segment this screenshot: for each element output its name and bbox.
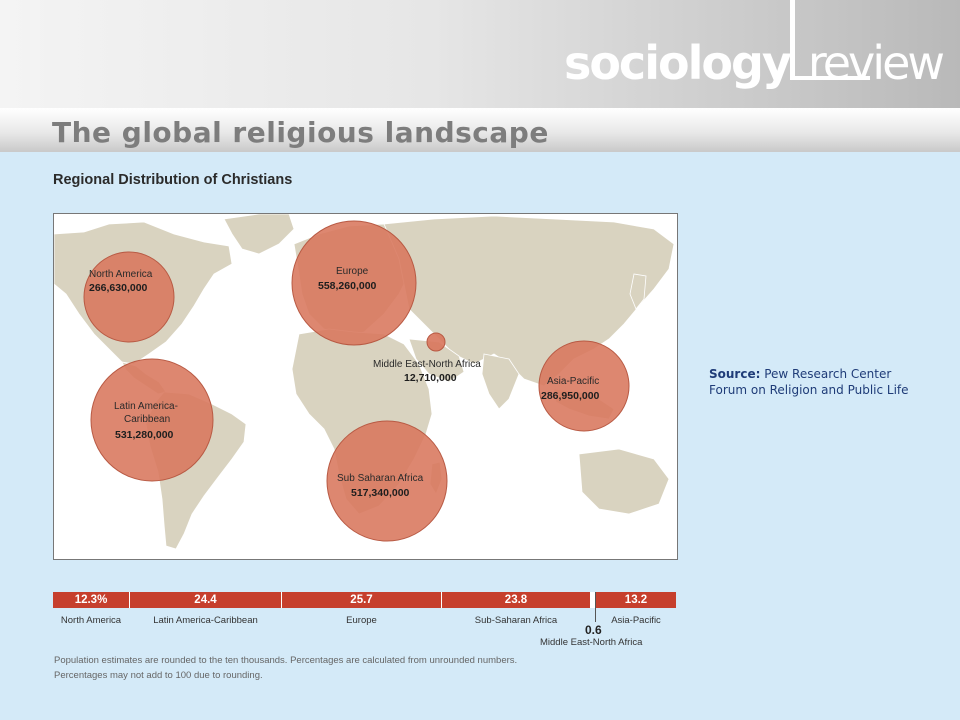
value-europe: 558,260,000: [318, 280, 377, 292]
value-latin-america-caribbean: 531,280,000: [115, 429, 174, 441]
percent-bar: 12.3% 24.4 25.7 23.8 13.2: [53, 592, 676, 608]
label-north-america: North America: [89, 269, 153, 280]
value-middle-east-north-africa: 12,710,000: [404, 372, 457, 384]
bubble-latin-america-caribbean: [90, 358, 214, 482]
title-bar: [0, 108, 960, 152]
footnote: Population estimates are rounded to the …: [54, 653, 517, 683]
source-text: Pew Research Center Forum on Religion an…: [709, 367, 909, 397]
header-banner: [0, 0, 960, 108]
value-north-america: 266,630,000: [89, 282, 148, 294]
percent-segment-europe: 25.7: [282, 592, 442, 608]
percent-label-asia-pacific: Asia-Pacific: [611, 615, 661, 626]
value-sub-saharan-africa: 517,340,000: [351, 487, 410, 499]
bubble-north-america: [83, 251, 175, 343]
value-asia-pacific: 286,950,000: [541, 390, 600, 402]
sociology-review-logo: sociology review: [564, 0, 945, 86]
label-sub-saharan-africa: Sub Saharan Africa: [337, 473, 424, 484]
region-bubbles: [83, 220, 630, 542]
bubble-asia-pacific: [538, 340, 630, 432]
percent-label-sub-saharan-africa: Sub-Saharan Africa: [474, 615, 558, 626]
logo-review: review: [807, 36, 945, 90]
bubble-middle-east-north-africa: [426, 332, 446, 352]
percent-label-north-america: North America: [60, 615, 122, 626]
region-labels: North America 266,630,000 Europe 558,260…: [89, 266, 600, 499]
label-latin-america-line1: Latin America-: [114, 401, 178, 412]
figure-subtitle: Regional Distribution of Christians: [53, 172, 293, 188]
bubble-europe: [291, 220, 417, 346]
label-middle-east-north-africa: Middle East-North Africa: [373, 359, 481, 370]
label-latin-america-line2: Caribbean: [124, 414, 170, 425]
percent-segment-north-america: 12.3%: [53, 592, 130, 608]
mena-percent-label: Middle East-North Africa: [540, 637, 643, 648]
mena-pointer-line: [595, 592, 596, 622]
percent-label-latin-america: Latin America-Caribbean: [153, 615, 258, 626]
footnote-line-1: Population estimates are rounded to the …: [54, 655, 518, 666]
percent-label-europe: Europe: [346, 615, 377, 626]
slide-title: The global religious landscape: [52, 116, 549, 149]
percent-segment-sub-saharan-africa: 23.8: [442, 592, 591, 608]
label-asia-pacific: Asia-Pacific: [547, 376, 599, 387]
source-label: Source:: [709, 367, 761, 381]
percent-segment-latin-america: 24.4: [130, 592, 282, 608]
world-map: North America 266,630,000 Europe 558,260…: [53, 213, 678, 560]
percent-segment-asia-pacific: 13.2: [624, 594, 648, 606]
label-europe: Europe: [336, 266, 369, 277]
bubble-sub-saharan-africa: [326, 420, 448, 542]
footnote-line-2: Percentages may not add to 100 due to ro…: [54, 670, 263, 681]
logo-sociology: sociology: [563, 36, 792, 90]
source-citation: Source: Pew Research Center Forum on Rel…: [709, 366, 924, 398]
mena-percent-value: 0.6: [585, 623, 602, 637]
